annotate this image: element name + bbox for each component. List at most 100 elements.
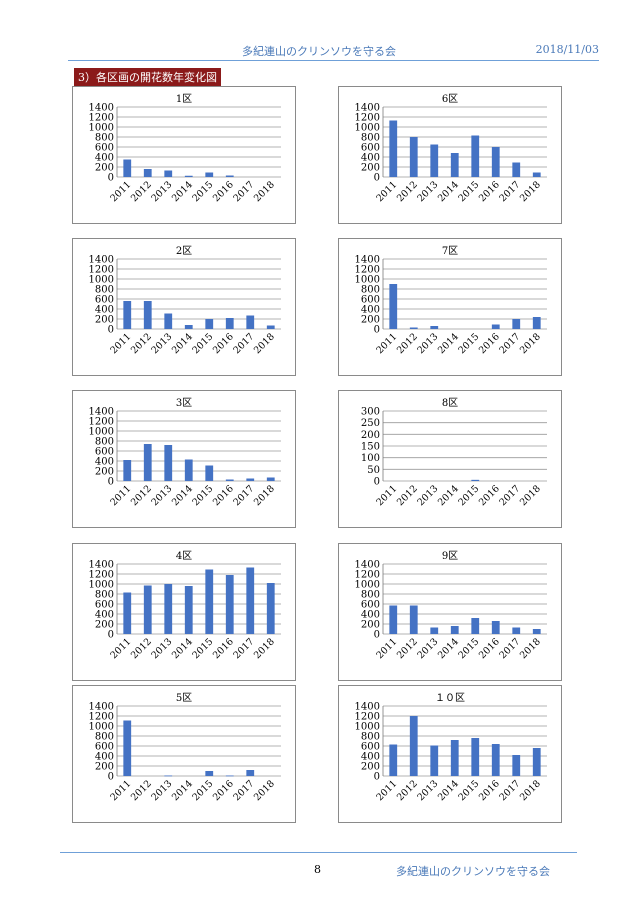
bar (164, 584, 173, 634)
y-tick-label: 800 (95, 133, 114, 144)
y-tick-label: 250 (361, 418, 380, 429)
header-date: 2018/11/03 (535, 43, 599, 56)
y-tick-label: 600 (361, 742, 380, 753)
x-tick-label: 2016 (477, 483, 502, 508)
bar (246, 770, 255, 776)
x-tick-label: 2015 (190, 483, 215, 508)
y-tick-label: 800 (95, 732, 114, 743)
bar (512, 162, 521, 177)
y-tick-label: 0 (108, 772, 114, 783)
x-tick-label: 2014 (436, 636, 461, 661)
chart-panel-8: 8区 0 50 100 150 200 250 300 2011 2012 2013 2014 201… (338, 390, 562, 528)
bar (164, 775, 173, 777)
x-tick-label: 2013 (149, 483, 174, 508)
bar (225, 575, 234, 634)
y-tick-label: 1400 (355, 103, 380, 114)
y-tick-label: 400 (361, 153, 380, 164)
y-tick-label: 1000 (89, 275, 114, 286)
y-tick-label: 400 (95, 457, 114, 468)
y-tick-label: 0 (108, 477, 114, 488)
bar (409, 137, 418, 177)
x-tick-label: 2018 (252, 778, 277, 803)
bar (143, 301, 152, 329)
x-tick-label: 2012 (129, 179, 154, 204)
x-tick-label: 2017 (497, 778, 522, 803)
x-tick-label: 2013 (149, 179, 174, 204)
bar (143, 444, 152, 481)
bar (164, 170, 173, 177)
bar (246, 567, 255, 634)
x-tick-label: 2015 (190, 636, 215, 661)
bar (512, 755, 521, 776)
x-tick-label: 2015 (456, 331, 481, 356)
bar (164, 313, 173, 329)
bar (225, 775, 234, 777)
bar (205, 465, 214, 481)
y-tick-label: 1400 (355, 255, 380, 266)
y-tick-label: 400 (361, 610, 380, 621)
x-tick-label: 2018 (518, 778, 543, 803)
bar (491, 147, 500, 177)
y-tick-label: 200 (361, 163, 380, 174)
chart-title: 9区 (441, 551, 459, 562)
bar (266, 325, 275, 329)
bar (430, 627, 439, 634)
x-tick-label: 2012 (129, 636, 154, 661)
chart-title: 1区 (175, 94, 193, 105)
y-tick-label: 200 (361, 762, 380, 773)
y-tick-label: 600 (95, 600, 114, 611)
chart-svg: 0200400600800100012001400201120122013201… (89, 255, 281, 356)
y-tick-label: 1200 (89, 265, 114, 276)
y-tick-label: 0 (374, 173, 380, 184)
y-tick-label: 0 (374, 477, 380, 488)
y-tick-label: 200 (361, 430, 380, 441)
y-tick-label: 800 (361, 732, 380, 743)
x-tick-label: 2013 (415, 179, 440, 204)
x-tick-label: 2016 (477, 331, 502, 356)
chart-title: １０区 (435, 693, 465, 704)
bar (430, 745, 439, 776)
y-tick-label: 1400 (89, 407, 114, 418)
x-tick-label: 2018 (252, 179, 277, 204)
chart-panel-6: 6区 0 200 400 600 800 1000 1200 1400 2011 2012 2013… (338, 86, 562, 224)
y-tick-label: 600 (361, 600, 380, 611)
x-tick-label: 2012 (395, 778, 420, 803)
x-tick-label: 2017 (231, 179, 256, 204)
bar (164, 445, 173, 481)
x-tick-label: 2017 (497, 179, 522, 204)
x-tick-label: 2017 (231, 778, 256, 803)
x-tick-label: 2012 (395, 179, 420, 204)
chart-title: 2区 (175, 246, 193, 257)
bar (184, 586, 193, 634)
y-tick-label: 600 (95, 143, 114, 154)
y-tick-label: 800 (361, 285, 380, 296)
y-tick-label: 150 (361, 442, 380, 453)
y-tick-label: 1200 (355, 265, 380, 276)
y-tick-label: 1400 (355, 702, 380, 713)
chart-svg: 0200400600800100012001400201120122013201… (355, 560, 547, 661)
y-tick-label: 1200 (89, 113, 114, 124)
x-tick-label: 2013 (415, 636, 440, 661)
x-tick-label: 2018 (518, 636, 543, 661)
x-tick-label: 2013 (415, 331, 440, 356)
x-tick-label: 2013 (149, 331, 174, 356)
section-label: 3）各区画の開花数年変化図 (74, 68, 221, 86)
bar (532, 172, 541, 177)
chart-svg: 0200400600800100012001400201120122013201… (355, 255, 547, 356)
y-tick-label: 0 (108, 325, 114, 336)
bar (491, 744, 500, 776)
x-tick-label: 2015 (190, 778, 215, 803)
chart-svg: 0200400600800100012001400201120122013201… (89, 702, 281, 803)
bar (389, 284, 398, 329)
x-tick-label: 2012 (395, 331, 420, 356)
x-tick-label: 2016 (211, 778, 236, 803)
bar (532, 748, 541, 776)
chart-svg: 0200400600800100012001400201120122013201… (355, 702, 547, 803)
bar (205, 771, 214, 776)
bar (266, 477, 275, 481)
footer-org: 多紀連山のクリンソウを守る会 (396, 865, 550, 878)
bar (409, 327, 418, 329)
x-tick-label: 2014 (170, 483, 195, 508)
y-tick-label: 1000 (89, 722, 114, 733)
bar (450, 740, 459, 776)
